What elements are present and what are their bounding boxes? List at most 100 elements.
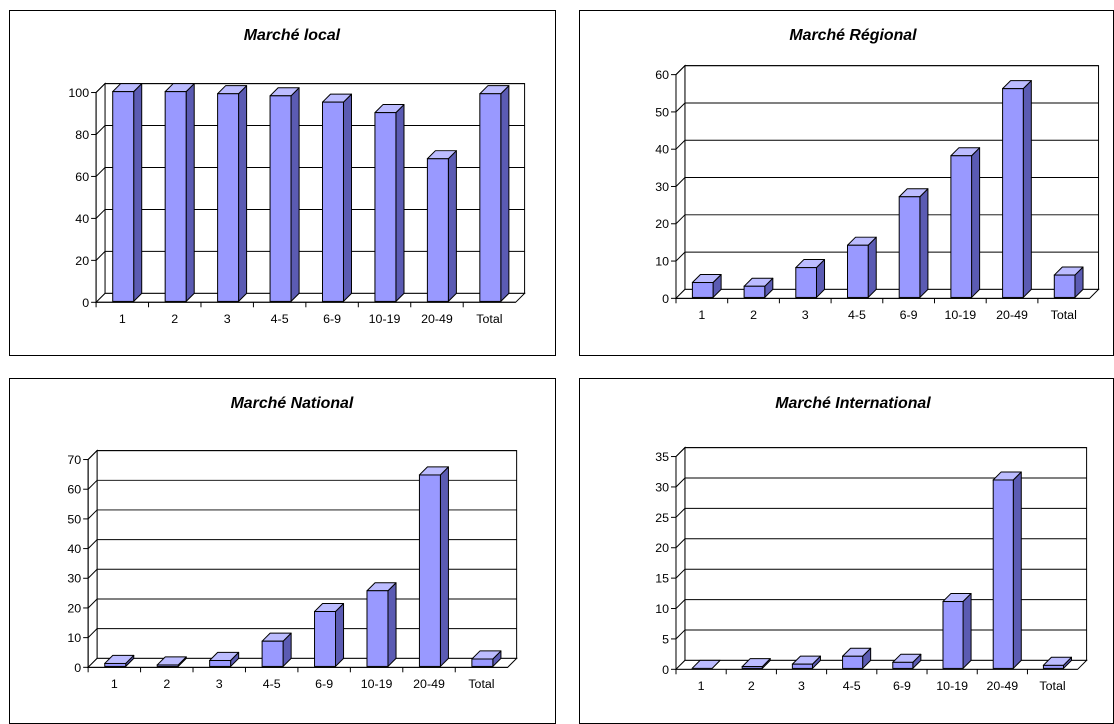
y-tick-label: 20: [67, 601, 81, 615]
x-tick-label: 1: [698, 308, 705, 322]
plot-floor: [676, 289, 1099, 298]
y-tick-label: 40: [67, 542, 81, 556]
x-tick-label: 10-19: [369, 312, 401, 326]
y-tick-label: 60: [655, 68, 669, 82]
x-tick-label: 1: [698, 679, 705, 693]
chart-title: Marché International: [775, 395, 931, 412]
bar: [262, 633, 291, 666]
bar: [993, 472, 1021, 668]
bar-front: [105, 663, 126, 666]
y-tick-label: 5: [662, 632, 669, 646]
bar-front: [1054, 275, 1075, 297]
bar-side: [335, 603, 343, 666]
y-tick-label: 70: [67, 453, 81, 467]
bar-side: [1023, 81, 1031, 298]
bar-side: [186, 84, 194, 302]
bar-side: [388, 583, 396, 667]
x-tick-label: 2: [163, 677, 170, 691]
bar-front: [210, 660, 231, 666]
y-tick-label: 10: [67, 631, 81, 645]
bar-side: [396, 105, 404, 302]
bar: [367, 583, 396, 667]
bar-front: [480, 94, 501, 302]
x-tick-label: Total: [476, 312, 502, 326]
bar-front: [218, 94, 239, 302]
bar-front: [419, 475, 440, 666]
bar-side: [291, 88, 299, 302]
bar-side: [501, 86, 509, 302]
chart-panel-marche-international: Marché International 0 5 10 15 20 25 30 35 1 2 3 4-5…: [579, 378, 1114, 724]
y-tick-label: 80: [75, 128, 89, 142]
chart-svg: Marché local0204060801001 2 3 4-5 6-9 10-19 20…: [10, 11, 555, 355]
x-tick-label: 6-9: [900, 308, 918, 322]
bar: [943, 593, 971, 668]
y-tick-label: 60: [75, 170, 89, 184]
y-tick-label: 0: [662, 663, 669, 677]
bar: [796, 260, 825, 298]
bar-front: [943, 602, 963, 669]
y-tick-label: 20: [655, 217, 669, 231]
y-tick-label: 30: [655, 480, 669, 494]
bar-front: [157, 665, 178, 666]
x-tick-label: 10-19: [361, 677, 393, 691]
bar-front: [993, 480, 1013, 668]
bar: [1003, 81, 1032, 298]
x-tick-label: 3: [798, 679, 805, 693]
y-tick-label: 0: [82, 296, 89, 310]
y-tick-label: 30: [655, 180, 669, 194]
bar-front: [843, 656, 863, 668]
bar-front: [322, 102, 343, 301]
plot-back-wall: [97, 451, 517, 659]
y-tick-label: 40: [75, 212, 89, 226]
bar-front: [792, 664, 812, 668]
y-tick-label: 30: [67, 572, 81, 586]
x-tick-label: 10-19: [936, 679, 968, 693]
bar-side: [1013, 472, 1021, 668]
x-tick-label: 6-9: [893, 679, 911, 693]
chart-title: Marché National: [231, 395, 354, 412]
x-tick-label: 20-49: [986, 679, 1018, 693]
bar-front: [893, 662, 913, 668]
bar: [951, 148, 980, 298]
bar: [270, 88, 299, 302]
bar: [375, 105, 404, 302]
y-tick-label: 25: [655, 511, 669, 525]
bar-front: [847, 245, 868, 297]
bar-side: [134, 84, 142, 302]
y-tick-label: 50: [655, 105, 669, 119]
bar-side: [440, 467, 448, 667]
bar-side: [868, 237, 876, 297]
y-tick-label: 10: [655, 255, 669, 269]
y-tick-label: 0: [662, 292, 669, 306]
bar: [847, 237, 876, 297]
bar-front: [270, 96, 291, 302]
bar: [692, 274, 721, 297]
x-tick-label: 20-49: [413, 677, 445, 691]
bar: [419, 467, 448, 667]
bar-front: [315, 612, 336, 667]
bar-side: [963, 593, 971, 668]
x-tick-label: Total: [468, 677, 494, 691]
bar-front: [113, 92, 134, 302]
x-tick-label: 3: [216, 677, 223, 691]
bar: [113, 84, 142, 302]
plot-back-wall: [685, 448, 1087, 661]
bar-side: [448, 151, 456, 302]
y-tick-label: 40: [655, 143, 669, 157]
bar-side: [343, 94, 351, 301]
y-tick-label: 20: [655, 541, 669, 555]
x-tick-label: 1: [111, 677, 118, 691]
plot-floor: [676, 660, 1087, 669]
bar-front: [367, 591, 388, 667]
bar: [165, 84, 194, 302]
plot-floor: [96, 293, 525, 302]
x-tick-label: 20-49: [421, 312, 453, 326]
y-tick-label: 20: [75, 254, 89, 268]
chart-panel-marche-local: Marché local 0 20 40 60 80 100 1 2 3 4-5 6-9 10-19 20…: [9, 10, 556, 356]
chart-svg: Marché International 0 5 10 15 20 25 30 35 1 2 3 4-5…: [580, 379, 1113, 723]
bar-side: [972, 148, 980, 298]
x-tick-label: Total: [1039, 679, 1065, 693]
bar-front: [165, 92, 186, 302]
y-tick-label: 35: [655, 450, 669, 464]
chart-panel-marche-regional: Marché Régional 0 10 20 30 40 50 60 1 2 3 4-5 6-9 10-…: [579, 10, 1114, 356]
